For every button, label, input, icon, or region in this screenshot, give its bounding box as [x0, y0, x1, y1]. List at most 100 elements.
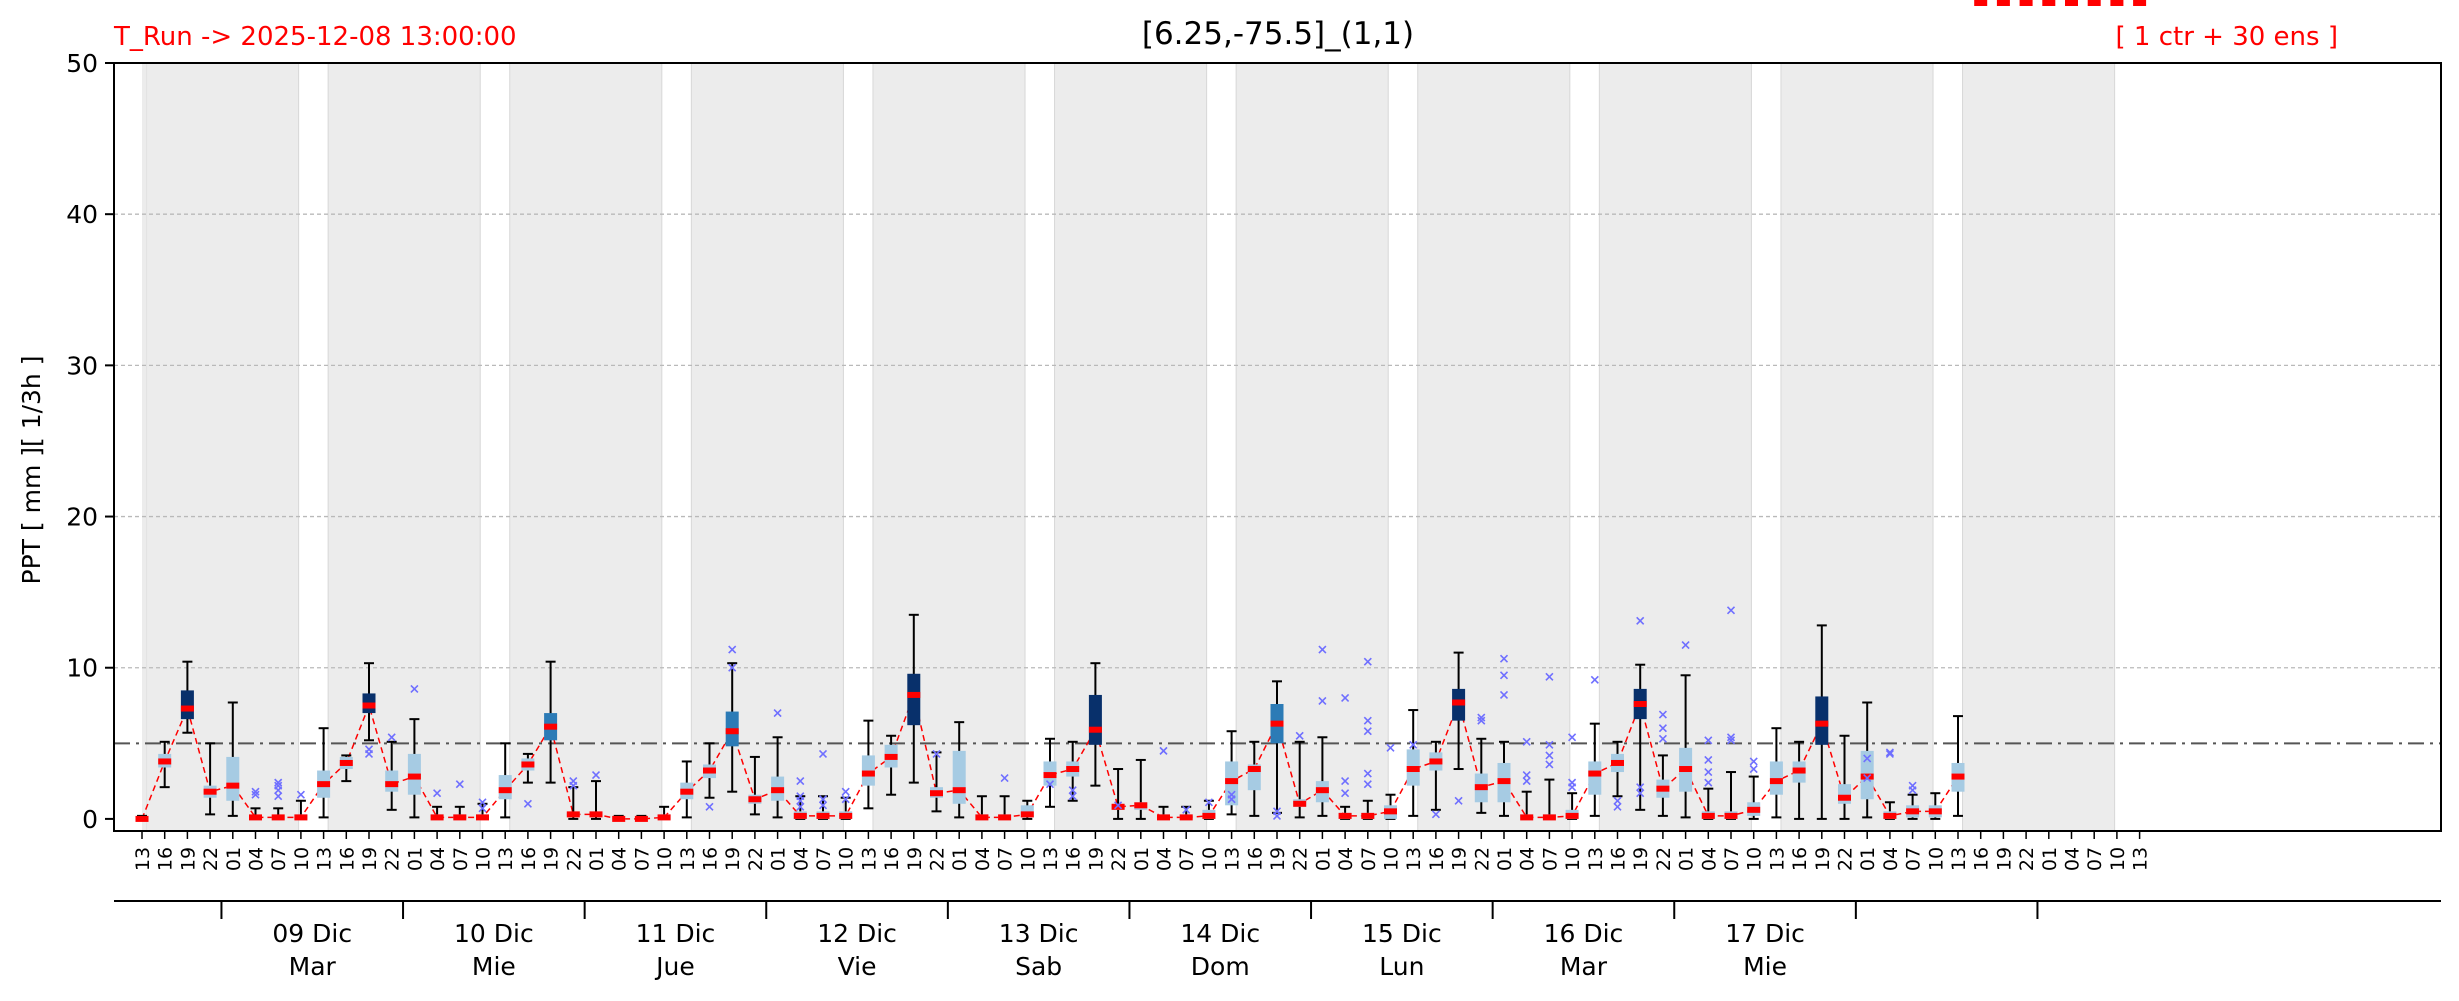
box-plot	[317, 727, 331, 819]
outlier-marker	[364, 745, 374, 754]
hour-label: 22	[1471, 847, 1493, 871]
outlier-stroke	[1681, 640, 1690, 650]
hour-label: 13	[314, 847, 336, 871]
day-date-label: 14 Dic	[1180, 919, 1260, 948]
median-marker	[1043, 772, 1057, 779]
box-plot	[634, 814, 648, 822]
hour-label: 01	[1494, 847, 1516, 871]
outlier-stroke	[1704, 767, 1713, 777]
median-marker	[407, 773, 421, 780]
hour-label: 01	[1857, 847, 1879, 871]
outlier-stroke	[1318, 645, 1327, 654]
median-marker	[226, 782, 240, 789]
median-marker	[1542, 814, 1556, 821]
hour-label: 07	[1721, 847, 1743, 871]
hour-label: 19	[1267, 847, 1289, 871]
outlier-marker	[1363, 780, 1372, 789]
box-body	[1588, 761, 1602, 795]
outlier-stroke	[1341, 693, 1350, 703]
box-body	[861, 755, 875, 786]
y-tick-label: 0	[82, 805, 98, 834]
night-band	[327, 62, 481, 832]
median-marker	[362, 702, 376, 709]
hour-label: 07	[268, 847, 290, 871]
box-plot	[1020, 799, 1034, 820]
night-band	[509, 62, 663, 832]
median-marker	[544, 723, 558, 730]
hour-label: 19	[722, 847, 744, 871]
median-marker	[1588, 770, 1602, 777]
outlier-stroke	[1068, 792, 1077, 801]
box-plot	[566, 786, 580, 820]
night-band	[1235, 62, 1389, 832]
median-marker	[521, 761, 535, 768]
box-plot	[703, 742, 716, 799]
outlier-marker	[1636, 616, 1645, 625]
outlier-marker	[841, 787, 850, 796]
median-marker	[339, 759, 353, 766]
y-axis-ticks: 0 10 20 30 40 50	[66, 49, 114, 834]
median-marker	[748, 796, 762, 803]
median-marker	[2065, 0, 2078, 6]
outlier-marker	[1568, 783, 1577, 792]
median-marker	[1270, 720, 1284, 727]
outlier-marker	[796, 802, 805, 811]
box-plot	[1293, 740, 1307, 819]
median-marker	[1429, 758, 1443, 765]
outlier-stroke	[1227, 795, 1236, 804]
hour-label: 10	[2107, 847, 2129, 871]
box-plot	[180, 660, 194, 734]
hour-label: 16	[155, 847, 177, 871]
outlier-marker	[1068, 786, 1077, 795]
outlier-stroke	[523, 799, 532, 808]
outlier-stroke	[1658, 734, 1667, 743]
box-plot	[1996, 0, 2010, 6]
box-body	[385, 770, 399, 792]
night-band	[872, 62, 1026, 832]
box-plot	[839, 796, 853, 820]
box-plot	[544, 660, 558, 784]
outlier-stroke	[1545, 740, 1554, 749]
y-axis-label: PPT [ mm ][ 1/3h ]	[17, 356, 46, 585]
box-plot	[1860, 701, 1874, 819]
outlier-marker	[523, 799, 532, 808]
outlier-stroke	[1477, 716, 1486, 725]
outlier-marker	[1431, 810, 1440, 819]
outlier-stroke	[773, 709, 782, 718]
median-marker	[249, 814, 262, 821]
hour-label: 16	[1244, 847, 1266, 871]
outlier-marker	[1363, 769, 1372, 778]
outlier-stroke	[1499, 671, 1509, 680]
median-marker	[1611, 759, 1624, 766]
y-tick-label: 10	[66, 654, 98, 683]
outlier-stroke	[1749, 757, 1758, 766]
hour-label: 04	[1154, 847, 1176, 871]
day-weekday-label: Mie	[1743, 952, 1787, 981]
median-marker	[317, 781, 331, 788]
hour-label: 13	[1948, 847, 1970, 871]
hour-label: 04	[1517, 847, 1539, 871]
outlier-stroke	[1341, 777, 1350, 786]
box-plot	[1202, 799, 1216, 820]
outlier-stroke	[1658, 724, 1667, 733]
outlier-marker	[1522, 777, 1531, 786]
median-marker	[612, 815, 626, 822]
box-plot	[1656, 754, 1670, 817]
outlier-stroke	[1318, 696, 1327, 706]
outlier-marker	[1363, 657, 1372, 666]
hour-label: 16	[1789, 847, 1811, 871]
box-plot	[2110, 0, 2124, 6]
outlier-stroke	[1363, 769, 1372, 778]
hour-label: 16	[1426, 847, 1448, 871]
hour-label: 16	[1063, 847, 1085, 871]
median-marker	[1066, 766, 1080, 773]
outlier-marker	[1704, 755, 1713, 765]
box-plot	[294, 799, 308, 821]
night-band	[1962, 62, 2116, 832]
median-marker	[1792, 767, 1806, 774]
outlier-stroke	[1704, 778, 1713, 787]
outlier-marker	[1182, 805, 1191, 814]
outlier-stroke	[1499, 690, 1509, 700]
box-plot	[1838, 734, 1851, 820]
outlier-marker	[1636, 783, 1645, 792]
